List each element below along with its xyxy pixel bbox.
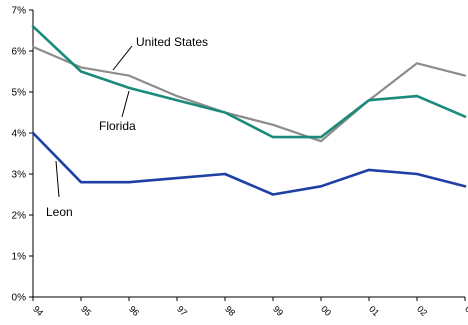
- x-axis-ticks: 94 95 96 97 98 99 00 01 02 03: [31, 297, 468, 318]
- x-tick-label: 01: [367, 304, 381, 318]
- series-line-united-states: [31, 45, 467, 143]
- united-states-annotation-pointer: [112, 45, 133, 71]
- y-tick-label: 4%: [12, 129, 27, 140]
- leon-annotation-pointer: [55, 160, 60, 198]
- y-tick-label: 7%: [12, 6, 27, 17]
- y-tick-label: 6%: [12, 47, 27, 58]
- x-tick-label: 03: [463, 304, 468, 318]
- series-lines: [31, 25, 467, 196]
- x-tick-label: 00: [319, 304, 333, 318]
- y-tick-label: 0%: [12, 293, 27, 304]
- x-tick-label: 94: [31, 304, 45, 318]
- y-tick-label: 1%: [12, 252, 27, 263]
- united-states-annotation: United States: [136, 35, 208, 49]
- x-tick-label: 98: [223, 304, 237, 318]
- x-tick-label: 99: [271, 304, 285, 318]
- x-tick-label: 02: [415, 304, 429, 318]
- y-axis-ticks: 0% 1% 2% 3% 4% 5% 6% 7%: [12, 6, 33, 304]
- x-tick-label: 96: [127, 304, 141, 318]
- leon-annotation: Leon: [46, 205, 73, 219]
- florida-annotation: Florida: [99, 119, 136, 133]
- series-line-leon: [31, 131, 467, 196]
- chart-axes: [32, 10, 465, 298]
- x-tick-label: 95: [79, 304, 93, 318]
- y-tick-label: 5%: [12, 88, 27, 99]
- x-tick-label: 97: [175, 304, 189, 318]
- series-line-florida: [31, 25, 467, 139]
- y-tick-label: 3%: [12, 170, 27, 181]
- y-tick-label: 2%: [12, 211, 27, 222]
- florida-annotation-pointer: [121, 90, 130, 118]
